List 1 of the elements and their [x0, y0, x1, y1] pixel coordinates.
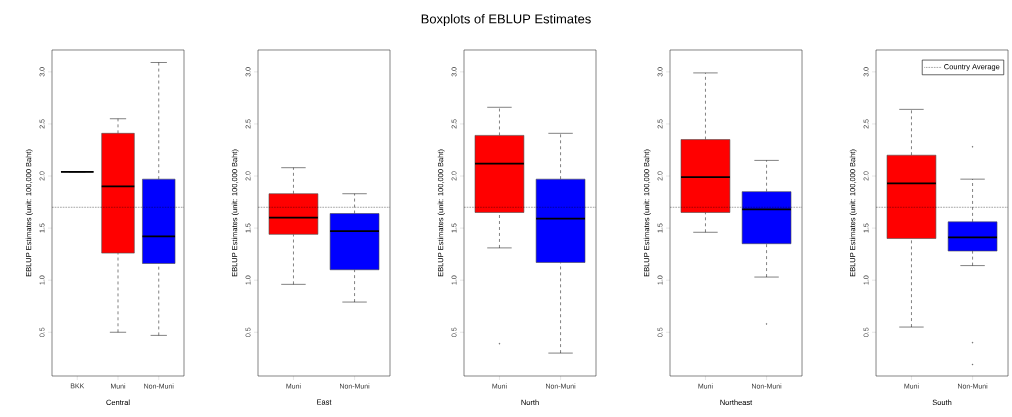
chart-title: Boxplots of EBLUP Estimates	[421, 13, 591, 27]
